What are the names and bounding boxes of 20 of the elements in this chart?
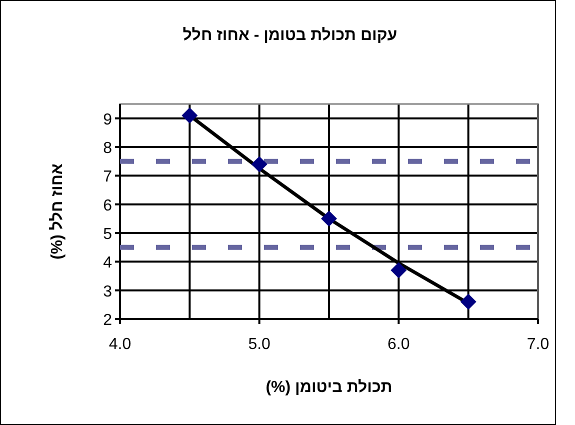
point (390, 262, 407, 278)
chart-title: עקום תכולת בטומן - אחוז חלל (182, 26, 398, 44)
y-tick-label: 2 (103, 312, 112, 329)
point (182, 107, 198, 124)
y-tick-label: 4 (103, 254, 112, 272)
x-axis-title: תכולת ביטומן (%) (266, 378, 392, 396)
y-tick-label: 8 (103, 140, 112, 157)
x-tick-label: 5.0 (248, 336, 271, 353)
x-tick-label: 4.0 (108, 336, 132, 353)
point (251, 156, 268, 172)
point (321, 210, 337, 227)
y-tick-label: 6 (103, 197, 112, 214)
y-tick-label: 3 (103, 283, 112, 300)
x-tick-label: 6.0 (388, 336, 410, 353)
x-tick-label: 7.0 (526, 336, 550, 353)
y-axis-title: אחוז חלל (%) (48, 163, 66, 260)
y-tick-label: 7 (103, 168, 112, 186)
y-tick-label: 9 (103, 111, 112, 128)
point (460, 294, 476, 310)
y-tick-label: 5 (103, 226, 112, 243)
